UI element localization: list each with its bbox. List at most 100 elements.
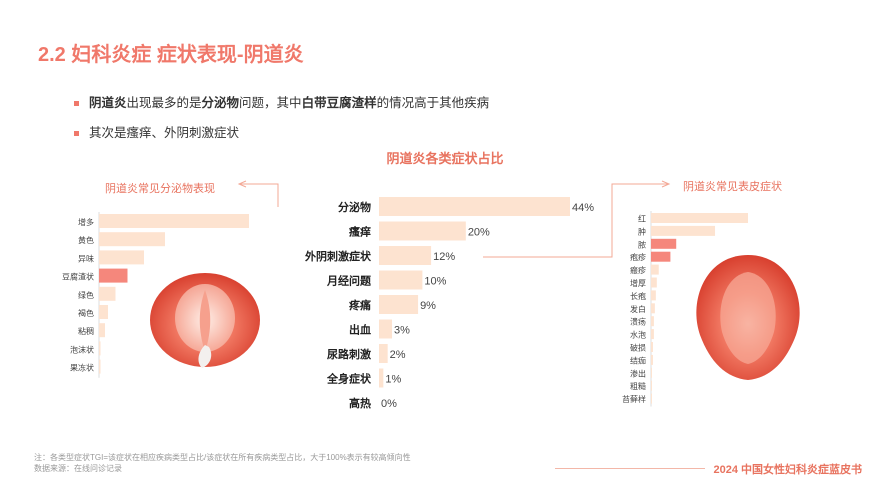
right-bar-4 — [651, 264, 659, 275]
left-bar-7 — [99, 341, 101, 356]
left-panel-title: 阴道炎常见分泌物表现 — [105, 183, 215, 195]
right-panel-title: 阴道炎常见表皮症状 — [683, 181, 782, 193]
right-bar-9 — [651, 329, 654, 340]
main-category-label-0: 分泌物 — [338, 200, 371, 214]
left-bar-0 — [99, 214, 249, 228]
main-category-label-8: 高热 — [349, 396, 371, 410]
left-category-label-6: 粘稠 — [78, 326, 94, 336]
right-category-label-6: 长疱 — [630, 291, 646, 301]
right-bar-14 — [651, 393, 652, 404]
bullet-1: 阴道炎 出现最多的是 分泌物 问题，其中 白带豆腐渣样 的情况高于其他疾病 — [74, 88, 489, 118]
main-bar-3 — [379, 270, 423, 290]
bullet-2-text: 其次是瘙痒、外阴刺激症状 — [89, 126, 240, 140]
main-category-label-4: 疼痛 — [349, 298, 371, 312]
left-category-label-1: 黄色 — [78, 235, 94, 245]
main-value-label-3: 10% — [424, 276, 446, 288]
main-value-label-1: 20% — [468, 227, 490, 239]
right-category-label-0: 红 — [638, 214, 646, 224]
brand-divider — [555, 468, 705, 469]
main-value-label-2: 12% — [433, 251, 455, 263]
right-category-label-14: 苔藓样 — [622, 394, 646, 404]
main-value-label-6: 2% — [390, 349, 406, 361]
main-chart-title: 阴道炎各类症状占比 — [386, 151, 504, 166]
strawberry-whole-right-illustration — [696, 255, 800, 380]
main-category-label-3: 月经问题 — [326, 274, 372, 288]
right-category-label-7: 发白 — [630, 304, 646, 314]
right-bar-5 — [651, 277, 657, 288]
main-value-label-0: 44% — [572, 202, 594, 214]
main-bar-7 — [379, 368, 384, 388]
bullet-1-bold-1: 阴道炎 — [89, 96, 127, 110]
left-category-label-5: 褐色 — [78, 308, 94, 318]
main-bar-2 — [379, 246, 432, 265]
right-category-label-11: 结痂 — [630, 355, 646, 365]
footnote-note: 注：各类型症状TGI=该症状在相应疾病类型占比/该症状在所有疾病类型占比，大于1… — [34, 453, 411, 462]
main-bar-5 — [379, 319, 393, 339]
right-category-label-8: 溃疡 — [630, 317, 646, 327]
right-bar-1 — [651, 225, 716, 236]
brand-label: 2024 中国女性妇科炎症蓝皮书 — [713, 464, 862, 476]
left-bar-2 — [99, 250, 144, 265]
page-title: 2.2 妇科炎症 症状表现-阴道炎 — [38, 44, 304, 66]
right-bar-0 — [651, 213, 748, 223]
left-bar-1 — [99, 232, 165, 247]
main-category-label-2: 外阴刺激症状 — [304, 249, 372, 263]
left-category-label-7: 泡沫状 — [70, 344, 94, 354]
main-bar-6 — [379, 344, 388, 363]
bullet-marker — [74, 130, 79, 136]
left-category-label-3: 豆腐渣状 — [62, 272, 94, 282]
right-bar-13 — [651, 380, 652, 391]
right-connector-line — [483, 183, 668, 258]
main-bar-0 — [379, 197, 570, 216]
bullet-1-bold-3: 白带豆腐渣样 — [301, 96, 377, 110]
summary-bullets: 阴道炎 出现最多的是 分泌物 问题，其中 白带豆腐渣样 的情况高于其他疾病 其次… — [74, 88, 489, 148]
left-category-label-4: 绿色 — [78, 290, 94, 300]
right-bar-6 — [651, 290, 656, 301]
right-bar-7 — [651, 303, 655, 314]
main-value-label-4: 9% — [420, 300, 436, 312]
main-bar-4 — [379, 295, 419, 314]
left-category-label-8: 果冻状 — [70, 363, 94, 373]
bullet-marker — [74, 100, 79, 106]
left-category-label-2: 异味 — [78, 253, 94, 263]
right-bar-12 — [651, 367, 652, 378]
left-bar-4 — [99, 286, 116, 301]
main-value-label-8: 0% — [381, 398, 397, 410]
right-category-label-2: 脓 — [638, 239, 646, 249]
main-value-label-7: 1% — [385, 374, 401, 386]
right-bar-8 — [651, 316, 654, 327]
right-category-label-10: 破损 — [630, 343, 646, 353]
main-bar-chart: 分泌物 44% 瘙痒 20% 外阴刺激症状 12% 月经问题 10% 疼痛 9% 出血 3% 尿路刺激 2… — [304, 197, 594, 410]
strawberry-half-left-illustration — [150, 273, 260, 368]
right-category-label-4: 瘢疹 — [630, 265, 646, 275]
right-bar-11 — [651, 354, 653, 365]
right-category-label-3: 疱疹 — [630, 252, 646, 262]
main-category-label-7: 全身症状 — [326, 372, 372, 386]
right-bar-10 — [651, 342, 653, 352]
footnote: 注：各类型症状TGI=该症状在相应疾病类型占比/该症状在所有疾病类型占比，大于1… — [34, 452, 411, 474]
right-category-label-12: 渗出 — [630, 368, 646, 378]
bullet-1-text-3: 的情况高于其他疾病 — [376, 96, 490, 110]
left-bar-3 — [99, 268, 128, 283]
bullet-1-text-1: 出现最多的是 — [126, 96, 202, 110]
bullet-2: 其次是瘙痒、外阴刺激症状 — [74, 118, 489, 148]
footnote-source: 数据来源：在线问诊记录 — [34, 464, 122, 473]
left-bar-8 — [99, 359, 101, 374]
right-category-label-9: 水泡 — [630, 330, 646, 340]
bullet-1-bold-2: 分泌物 — [201, 96, 240, 110]
right-category-label-5: 增厚 — [630, 278, 646, 288]
right-bar-3 — [651, 251, 671, 262]
right-category-label-13: 粗糙 — [630, 381, 646, 391]
left-connector-line — [240, 183, 279, 207]
left-bar-5 — [99, 305, 108, 319]
bullet-1-text-2: 问题，其中 — [239, 96, 302, 110]
left-bar-6 — [99, 323, 105, 338]
right-bar-2 — [651, 238, 677, 249]
right-arrowhead — [661, 180, 671, 188]
main-category-label-6: 尿路刺激 — [327, 347, 371, 361]
main-value-label-5: 3% — [394, 325, 410, 337]
left-arrowhead — [237, 180, 247, 188]
main-category-label-5: 出血 — [349, 323, 371, 337]
